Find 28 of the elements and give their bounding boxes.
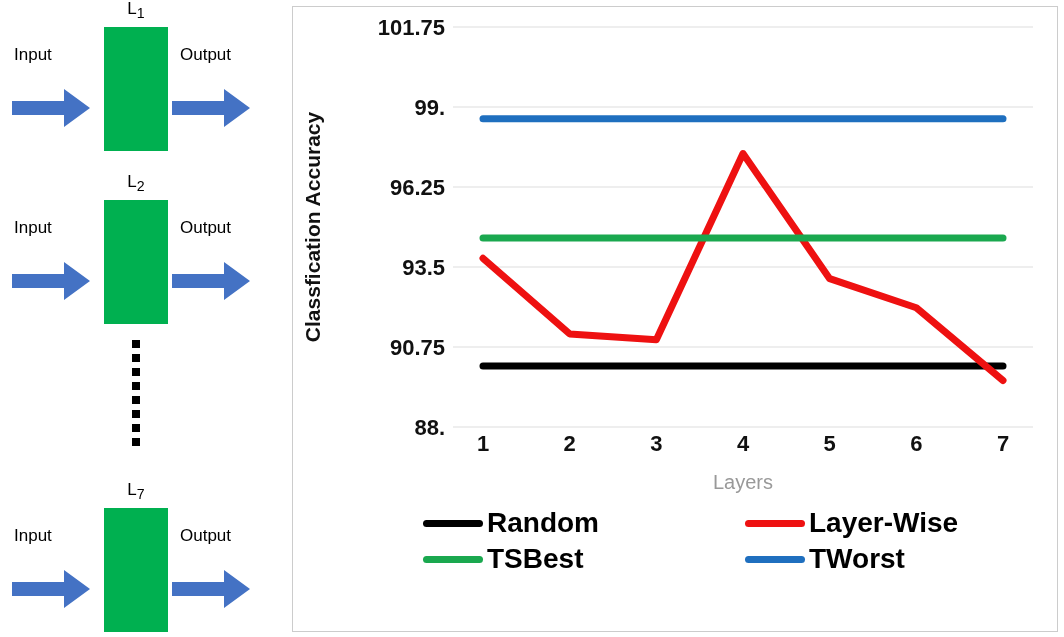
y-tick-label: 93.5	[402, 254, 445, 280]
legend-label: TSBest	[486, 543, 585, 575]
x-tick-label: 2	[563, 430, 576, 456]
x-tick-label: 1	[476, 430, 490, 456]
x-tick-label: 5	[823, 430, 836, 456]
text: Output	[180, 526, 232, 546]
text: Output	[180, 218, 232, 238]
x-tick-label: 4	[736, 430, 750, 456]
x-tick-label: 6	[910, 430, 923, 456]
y-tick-label: 90.75	[389, 334, 445, 360]
text: Input	[14, 526, 52, 546]
legend-label: Random	[486, 507, 600, 539]
text: L$_{7}$	[126, 480, 146, 503]
y-tick-label: 96.25	[389, 174, 445, 200]
x-axis-title: Layers	[712, 471, 774, 493]
text: Input	[14, 218, 52, 238]
text: L$_{1}$	[126, 0, 146, 22]
x-tick-label: 3	[650, 430, 663, 456]
text: Input	[14, 45, 52, 65]
text: Output	[180, 45, 232, 65]
y-tick-label: 99.	[414, 94, 445, 120]
y-tick-label: 101.75	[377, 14, 445, 40]
y-axis-title: Classfication Accuracy	[301, 111, 325, 343]
legend-label: TWorst	[808, 543, 906, 575]
y-tick-label: 88.	[414, 414, 445, 440]
legend-label: Layer-Wise	[808, 507, 960, 539]
text: L$_{2}$	[126, 172, 146, 195]
x-tick-label: 7	[996, 430, 1010, 456]
